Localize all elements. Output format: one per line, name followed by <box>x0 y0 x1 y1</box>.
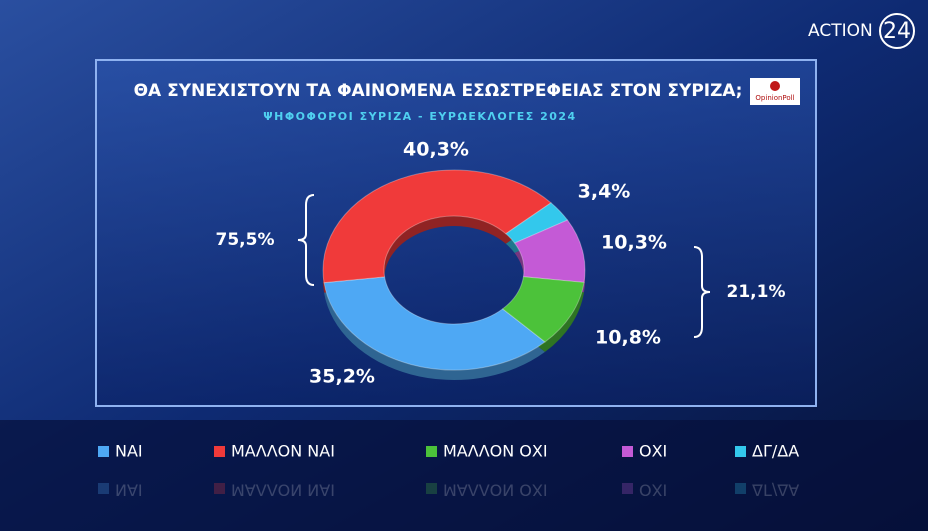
legend-swatch-reflection <box>622 483 633 494</box>
legend-label: ΜΑΛΛΟΝ ΝΑΙ <box>231 442 335 461</box>
legend-swatch-reflection <box>426 483 437 494</box>
group-brace <box>297 194 315 286</box>
legend-label: ΝΑΙ <box>115 442 143 461</box>
floor <box>0 420 928 531</box>
logo-ring <box>879 13 915 49</box>
legend-label: ΜΑΛΛΟΝ ΟΧΙ <box>443 442 548 461</box>
chart-subtitle: ΨΗΦΟΦΟΡΟΙ ΣΥΡΙΖΑ - ΕΥΡΩΕΚΛΟΓΕΣ 2024 <box>263 110 576 123</box>
value-label: 40,3% <box>403 139 469 161</box>
legend-label-reflection: ΜΑΛΛΟΝ ΟΧΙ <box>443 481 548 500</box>
group-label: 21,1% <box>727 282 786 302</box>
legend-swatch <box>98 446 109 457</box>
legend-label: ΟΧΙ <box>639 442 667 461</box>
value-label: 10,3% <box>601 232 667 254</box>
legend-swatch-reflection <box>98 483 109 494</box>
slice <box>501 276 585 343</box>
group-label: 75,5% <box>216 230 275 250</box>
legend-label-reflection: ΔΓ/ΔΑ <box>752 481 799 500</box>
legend-label-reflection: ΝΑΙ <box>115 481 143 500</box>
value-label: 35,2% <box>309 366 375 388</box>
group-brace <box>693 246 711 338</box>
donut-chart: 35,2% 40,3% 10,8% 10,3% 3,4% 75,5% 21,1% <box>216 139 786 388</box>
slice <box>322 169 552 284</box>
legend-label: ΔΓ/ΔΑ <box>752 442 799 461</box>
logo-number: 24 <box>883 19 911 44</box>
source-logo-text: OpinionPoll <box>755 94 794 102</box>
legend-label-reflection: ΟΧΙ <box>639 481 667 500</box>
legend-swatch <box>214 446 225 457</box>
slice <box>323 276 546 371</box>
slice <box>505 202 569 244</box>
slice <box>513 219 586 283</box>
value-label: 3,4% <box>578 181 631 203</box>
legend-swatch <box>735 446 746 457</box>
legend-swatch <box>622 446 633 457</box>
legend-swatch-reflection <box>735 483 746 494</box>
legend-swatch-reflection <box>214 483 225 494</box>
legend-swatch <box>426 446 437 457</box>
chart-title: ΘΑ ΣΥΝΕΧΙΣΤΟΥΝ ΤΑ ΦΑΙΝΟΜΕΝΑ ΕΣΩΣΤΡΕΦΕΙΑΣ… <box>134 81 743 101</box>
source-logo-dot <box>770 81 780 91</box>
value-label: 10,8% <box>595 327 661 349</box>
legend-label-reflection: ΜΑΛΛΟΝ ΝΑΙ <box>231 481 335 500</box>
logo-brand: ACTION <box>808 21 873 41</box>
